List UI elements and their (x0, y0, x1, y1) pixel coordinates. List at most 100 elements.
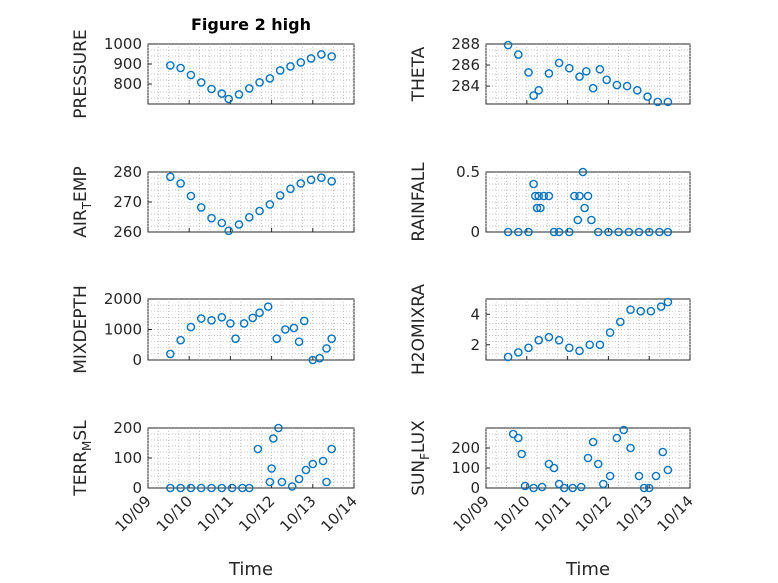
y-tick-label: 200 (113, 419, 142, 437)
data-point (524, 343, 533, 353)
data-point (207, 213, 216, 223)
data-point (503, 227, 513, 237)
x-tick-label: 10/09 (112, 492, 155, 535)
y-tick-label: 284 (451, 77, 480, 95)
data-point (544, 332, 554, 342)
data-point (517, 449, 527, 459)
y-tick-label: 800 (113, 75, 142, 93)
y-tick-label: 1000 (104, 35, 142, 53)
data-point (166, 483, 175, 493)
x-tick-label: 10/13 (276, 492, 319, 535)
subplot-pressure: 800 900 1000 PRESSURE (71, 29, 355, 119)
data-point (575, 346, 584, 356)
data-point (267, 464, 276, 473)
data-point (588, 83, 598, 93)
data-point (327, 176, 336, 186)
data-point (196, 203, 206, 212)
data-point (626, 443, 635, 453)
data-point (622, 81, 632, 91)
data-point (582, 67, 591, 76)
data-point (308, 459, 318, 469)
data-point (287, 482, 297, 491)
data-point (263, 302, 273, 311)
data-point (554, 335, 564, 345)
y-tick-label: 0 (470, 479, 480, 497)
data-point (583, 191, 593, 201)
y-tick-label: 4 (470, 305, 480, 323)
data-point (217, 483, 227, 493)
data-point (534, 335, 544, 345)
data-point (166, 172, 175, 182)
data-point (616, 317, 625, 327)
data-point (536, 203, 545, 213)
x-axis-label: Time (228, 559, 273, 580)
data-point (176, 335, 185, 345)
data-point (593, 459, 603, 469)
x-tick-label: 10/12 (572, 492, 615, 535)
data-point (277, 477, 287, 487)
data-point (644, 227, 654, 237)
data-point (299, 316, 309, 326)
data-point (306, 175, 316, 185)
data-point (532, 203, 542, 213)
data-point (255, 308, 264, 318)
x-tick-label: 10/10 (490, 492, 533, 535)
data-point (322, 344, 331, 353)
data-point (644, 483, 654, 493)
data-point (565, 63, 574, 73)
data-point (656, 302, 666, 311)
data-point (529, 483, 538, 493)
data-point (217, 312, 227, 322)
data-point (186, 483, 196, 493)
data-point (207, 316, 216, 325)
y-axis-label: RAINFALL (409, 162, 429, 242)
y-tick-label: 200 (451, 439, 480, 457)
data-point (275, 66, 285, 75)
data-point (575, 72, 584, 81)
data-point (296, 179, 306, 188)
data-point (244, 212, 254, 222)
data-point (554, 58, 564, 68)
data-point (605, 328, 615, 337)
data-point (322, 477, 331, 487)
data-point (514, 227, 523, 237)
x-tick-label: 10/12 (235, 492, 278, 535)
y-axis-label: TERRMSL (71, 420, 94, 497)
data-point (529, 179, 538, 189)
data-point (576, 482, 586, 492)
x-tick-label: 10/11 (531, 492, 574, 535)
data-point (166, 349, 175, 359)
y-tick-label: 0 (470, 223, 480, 241)
data-point (265, 477, 275, 487)
data-point (578, 167, 588, 177)
data-point (602, 75, 612, 85)
data-point (226, 319, 235, 328)
data-point (272, 334, 282, 343)
data-point (315, 353, 324, 363)
data-point (317, 173, 326, 182)
data-point (663, 227, 673, 237)
data-point (224, 94, 233, 104)
data-point (514, 433, 523, 443)
data-point (327, 52, 336, 61)
data-point (565, 343, 574, 353)
data-point (534, 86, 544, 95)
x-tick-label: 10/14 (318, 492, 361, 535)
subplot-air-temp: 260 270 280 AIRTEMP (71, 163, 355, 241)
data-point (544, 191, 554, 201)
x-tick-label: 10/11 (194, 492, 237, 535)
data-point (244, 483, 254, 493)
data-point (186, 191, 196, 201)
data-point (196, 78, 206, 87)
data-point (643, 92, 652, 101)
data-point (653, 97, 663, 107)
data-point (255, 78, 264, 87)
y-tick-label: 286 (451, 56, 480, 74)
y-tick-label: 2000 (104, 290, 142, 308)
data-point (612, 80, 622, 90)
y-tick-label: 0.5 (456, 163, 480, 181)
data-point (636, 306, 646, 316)
y-tick-label: 1000 (104, 321, 142, 339)
data-point (595, 64, 605, 74)
